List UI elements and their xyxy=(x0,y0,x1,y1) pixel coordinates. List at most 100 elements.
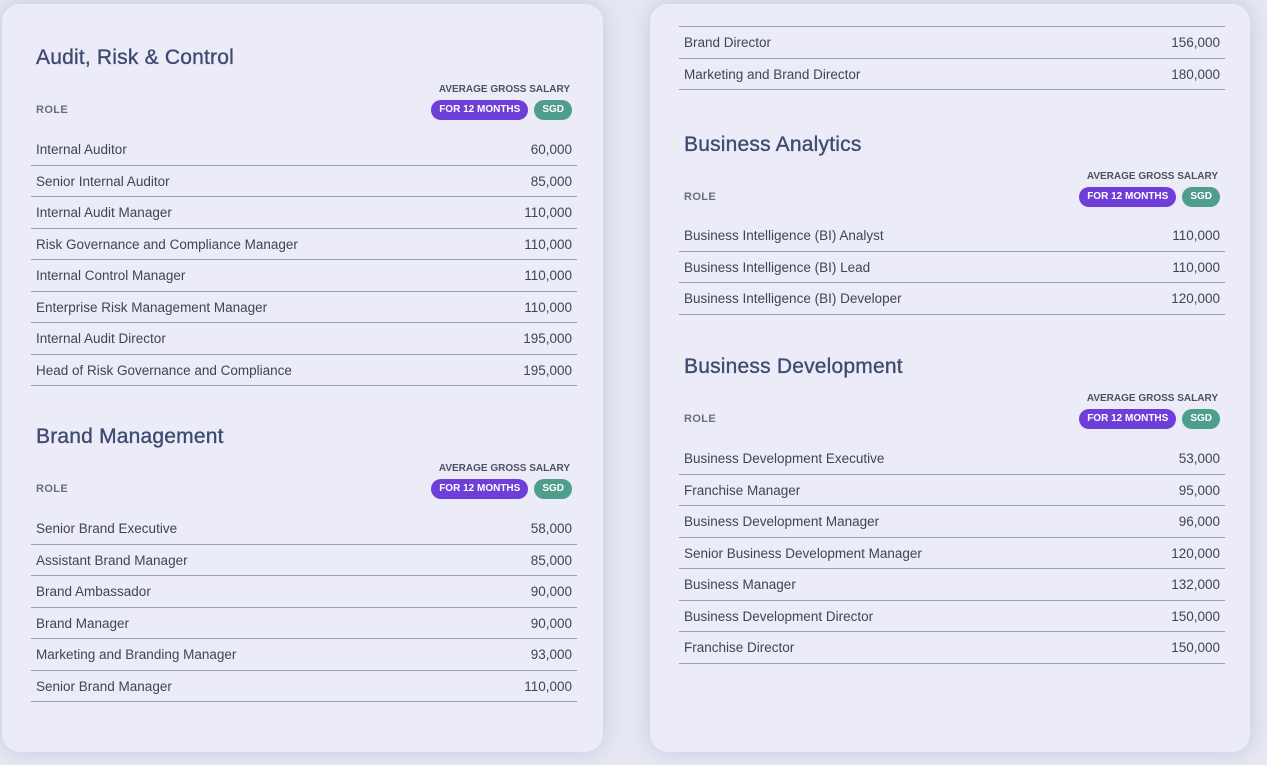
salary-badges: FOR 12 MONTHS SGD xyxy=(1079,409,1220,429)
role-name: Senior Brand Manager xyxy=(36,678,172,694)
salary-value: 150,000 xyxy=(1171,640,1220,655)
salary-value: 195,000 xyxy=(523,331,572,346)
table-row: Internal Audit Manager 110,000 xyxy=(31,197,577,229)
role-name: Enterprise Risk Management Manager xyxy=(36,299,268,315)
salary-value: 195,000 xyxy=(523,362,572,378)
role-name: Franchise Director xyxy=(684,640,795,655)
role-name: Business Development Director xyxy=(684,608,874,624)
table-row: Senior Business Development Manager 120,0… xyxy=(679,538,1225,569)
table-row: Senior Brand Executive 58,000 xyxy=(31,513,577,545)
role-name: Business Development Manager xyxy=(684,514,880,529)
table-row: Risk Governance and Compliance Manager 11… xyxy=(31,229,577,260)
salary-value: 156,000 xyxy=(1171,35,1220,50)
role-name: Assistant Brand Manager xyxy=(36,552,188,568)
role-name: Senior Internal Auditor xyxy=(36,173,170,189)
role-name: Business Intelligence (BI) Lead xyxy=(684,259,871,275)
role-name: Internal Audit Manager xyxy=(36,205,172,220)
salary-value: 53,000 xyxy=(1178,451,1220,466)
salary-table: Senior Brand Executive 58,000 Assistant Br… xyxy=(31,513,577,702)
salary-card-right: Brand Director 156,000 Marketing and Brand… xyxy=(650,4,1250,752)
table-row: Business Manager 132,000 xyxy=(679,569,1225,601)
role-name: Internal Control Manager xyxy=(36,268,186,283)
role-name: Business Manager xyxy=(684,577,796,592)
table-row: Business Development Manager 96,000 xyxy=(679,506,1225,538)
table-row: Brand Ambassador 90,000 xyxy=(31,576,577,608)
table-row: Senior Brand Manager 110,000 xyxy=(31,671,577,702)
salary-value: 85,000 xyxy=(530,552,572,568)
role-name: Business Development Executive xyxy=(684,451,885,466)
salary-value: 150,000 xyxy=(1171,608,1220,624)
average-gross-salary-header: AVERAGE GROSS SALARY xyxy=(1086,171,1218,182)
salary-value: 132,000 xyxy=(1171,577,1220,592)
section-title: Brand Management xyxy=(36,425,224,448)
salary-value: 60,000 xyxy=(530,142,572,157)
average-gross-salary-header: AVERAGE GROSS SALARY xyxy=(1086,393,1218,404)
salary-value: 58,000 xyxy=(530,521,572,536)
table-row: Business Development Executive 53,000 xyxy=(679,443,1225,475)
salary-value: 110,000 xyxy=(524,236,572,252)
section-title: Business Analytics xyxy=(684,133,862,156)
table-row: Enterprise Risk Management Manager 110,00… xyxy=(31,292,577,323)
currency-badge: SGD xyxy=(1182,409,1220,429)
table-row: Business Intelligence (BI) Analyst 110,00… xyxy=(679,220,1225,252)
table-row: Franchise Manager 95,000 xyxy=(679,475,1225,506)
role-name: Brand Director xyxy=(684,35,772,50)
salary-value: 120,000 xyxy=(1171,291,1220,306)
salary-table: Brand Director 156,000 Marketing and Brand… xyxy=(679,26,1225,90)
table-header: ROLE AVERAGE GROSS SALARY FOR 12 MONTHS … xyxy=(679,393,1225,433)
section-brand-management-continued: Brand Director 156,000 Marketing and Brand… xyxy=(679,26,1225,92)
salary-value: 90,000 xyxy=(530,615,572,631)
salary-value: 180,000 xyxy=(1171,66,1220,82)
role-name: Business Intelligence (BI) Analyst xyxy=(684,228,884,243)
salary-badges: FOR 12 MONTHS SGD xyxy=(431,479,572,499)
salary-value: 95,000 xyxy=(1178,482,1220,498)
table-row: Head of Risk Governance and Compliance 19… xyxy=(31,355,577,386)
period-badge: FOR 12 MONTHS xyxy=(431,479,529,499)
salary-table: Business Development Executive 53,000 Fran… xyxy=(679,443,1225,664)
section-audit-risk-control: Audit, Risk & Control ROLE AVERAGE GROSS… xyxy=(31,46,577,386)
role-name: Internal Auditor xyxy=(36,142,127,157)
salary-value: 93,000 xyxy=(530,647,572,662)
salary-card-left: Audit, Risk & Control ROLE AVERAGE GROSS… xyxy=(2,4,603,752)
table-row: Marketing and Branding Manager 93,000 xyxy=(31,639,577,671)
role-name: Senior Business Development Manager xyxy=(684,545,922,561)
section-title: Audit, Risk & Control xyxy=(36,46,234,69)
table-row: Assistant Brand Manager 85,000 xyxy=(31,545,577,576)
role-name: Marketing and Branding Manager xyxy=(36,647,237,662)
table-row: Brand Manager 90,000 xyxy=(31,608,577,639)
salary-value: 110,000 xyxy=(524,268,572,283)
salary-value: 90,000 xyxy=(530,584,572,599)
table-row: Business Intelligence (BI) Lead 110,000 xyxy=(679,252,1225,283)
role-name: Brand Manager xyxy=(36,615,130,631)
salary-table: Internal Auditor 60,000 Senior Internal Au… xyxy=(31,134,577,386)
salary-value: 110,000 xyxy=(524,205,572,220)
section-title: Business Development xyxy=(684,355,903,378)
table-row: Brand Director 156,000 xyxy=(679,27,1225,59)
role-column-header: ROLE xyxy=(36,483,69,495)
table-row: Business Development Director 150,000 xyxy=(679,601,1225,632)
table-row: Internal Audit Director 195,000 xyxy=(31,323,577,355)
table-row: Franchise Director 150,000 xyxy=(679,632,1225,664)
table-header: ROLE AVERAGE GROSS SALARY FOR 12 MONTHS … xyxy=(31,84,577,124)
salary-value: 110,000 xyxy=(1172,228,1220,243)
role-name: Franchise Manager xyxy=(684,482,801,498)
salary-value: 110,000 xyxy=(1172,259,1220,275)
salary-badges: FOR 12 MONTHS SGD xyxy=(1079,187,1220,207)
role-name: Brand Ambassador xyxy=(36,584,151,599)
period-badge: FOR 12 MONTHS xyxy=(431,100,529,120)
salary-table: Business Intelligence (BI) Analyst 110,00… xyxy=(679,220,1225,315)
table-row: Senior Internal Auditor 85,000 xyxy=(31,166,577,197)
table-row: Marketing and Brand Director 180,000 xyxy=(679,59,1225,90)
role-column-header: ROLE xyxy=(36,104,69,116)
table-row: Internal Control Manager 110,000 xyxy=(31,260,577,292)
period-badge: FOR 12 MONTHS xyxy=(1079,187,1177,207)
role-name: Marketing and Brand Director xyxy=(684,66,861,82)
role-name: Internal Audit Director xyxy=(36,331,166,346)
table-row: Business Intelligence (BI) Developer 120,… xyxy=(679,283,1225,315)
section-business-development: Business Development ROLE AVERAGE GROSS … xyxy=(679,355,1225,665)
salary-value: 85,000 xyxy=(530,173,572,189)
section-business-analytics: Business Analytics ROLE AVERAGE GROSS SA… xyxy=(679,133,1225,317)
period-badge: FOR 12 MONTHS xyxy=(1079,409,1177,429)
role-name: Senior Brand Executive xyxy=(36,521,178,536)
role-column-header: ROLE xyxy=(684,413,717,425)
